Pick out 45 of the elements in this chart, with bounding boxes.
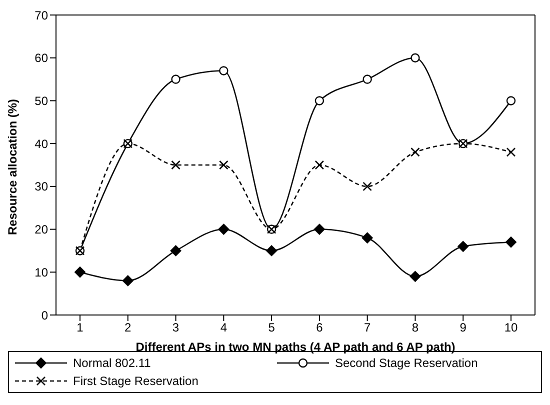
y-tick-label: 30: [34, 180, 48, 194]
point: [362, 74, 372, 84]
x-tick-label: 2: [124, 320, 132, 335]
point: [171, 74, 180, 84]
x-axis-title: Different APs in two MN paths (4 AP path and 6 AP path): [136, 340, 456, 354]
point: [458, 240, 469, 252]
x-tick-label: 4: [220, 320, 228, 335]
point: [266, 245, 278, 256]
point: [218, 224, 230, 235]
point: [219, 66, 228, 76]
point: [171, 160, 180, 170]
legend-label: First Stage Reservation: [73, 374, 198, 388]
point: [362, 232, 373, 244]
point: [170, 245, 182, 256]
point: [314, 96, 324, 106]
x-tick-label: 9: [460, 320, 467, 335]
y-tick-label: 10: [34, 265, 48, 280]
y-tick-label: 60: [34, 51, 48, 66]
legend-label: Second Stage Reservation: [335, 356, 478, 370]
y-tick-label: 50: [34, 94, 48, 108]
y-tick-label: 20: [34, 222, 48, 237]
point: [314, 160, 324, 170]
x-tick-label: 6: [316, 320, 324, 335]
point: [506, 147, 516, 157]
y-tick-label: 0: [41, 308, 48, 322]
x-tick-label: 1: [76, 320, 84, 335]
x-tick-label: 5: [268, 320, 276, 335]
legend-label: Normal 802.11: [73, 356, 151, 370]
y-axis-title: Resource allocation (%): [5, 98, 20, 235]
x-tick-label: 7: [364, 320, 371, 335]
x-tick-label: 10: [504, 320, 518, 335]
x-tick-label: 8: [412, 320, 419, 335]
point: [506, 96, 516, 106]
point: [122, 275, 134, 286]
point: [219, 160, 228, 170]
point: [74, 266, 86, 278]
point: [314, 224, 325, 235]
point: [362, 182, 372, 192]
point: [410, 53, 420, 62]
point: [410, 270, 421, 282]
point: [506, 236, 516, 248]
point: [410, 147, 420, 157]
y-tick-label: 70: [34, 8, 48, 22]
y-tick-label: 40: [34, 136, 48, 151]
x-tick-label: 3: [172, 320, 180, 335]
